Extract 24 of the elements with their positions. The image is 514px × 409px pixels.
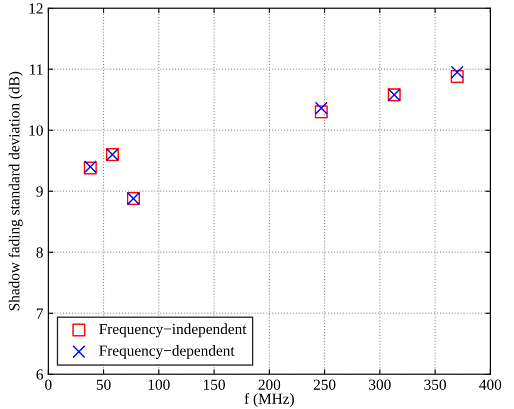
x-tick-label: 300 xyxy=(369,380,391,390)
x-tick-label: 100 xyxy=(148,380,170,390)
x-tick-label: 200 xyxy=(258,380,280,390)
x-tick-label: 50 xyxy=(96,380,111,390)
x-axis-title: f (MHz) xyxy=(244,392,294,407)
y-axis-title: Shadow fading standard deviation (dB) xyxy=(8,72,23,310)
y-tick-label: 7 xyxy=(36,308,44,319)
point xyxy=(314,105,328,118)
legend-label: Frequency−independent xyxy=(99,323,246,338)
x-tick-label: 150 xyxy=(204,380,225,390)
y-tick-label: 10 xyxy=(30,125,43,136)
x-tick-label: 350 xyxy=(424,380,446,390)
x-tick-label: 400 xyxy=(479,380,502,390)
y-tick-label: 6 xyxy=(36,369,43,380)
legend-label: Frequency−dependent xyxy=(99,345,235,359)
y-tick-label: 12 xyxy=(30,3,43,14)
point xyxy=(314,102,328,115)
point xyxy=(450,66,464,79)
x-tick-label: 0 xyxy=(45,380,52,390)
y-tick-label: 8 xyxy=(36,247,43,258)
x-tick-label: 250 xyxy=(314,380,336,390)
y-tick-label: 9 xyxy=(36,186,43,197)
y-tick-label: 11 xyxy=(30,64,43,74)
point xyxy=(450,70,464,84)
